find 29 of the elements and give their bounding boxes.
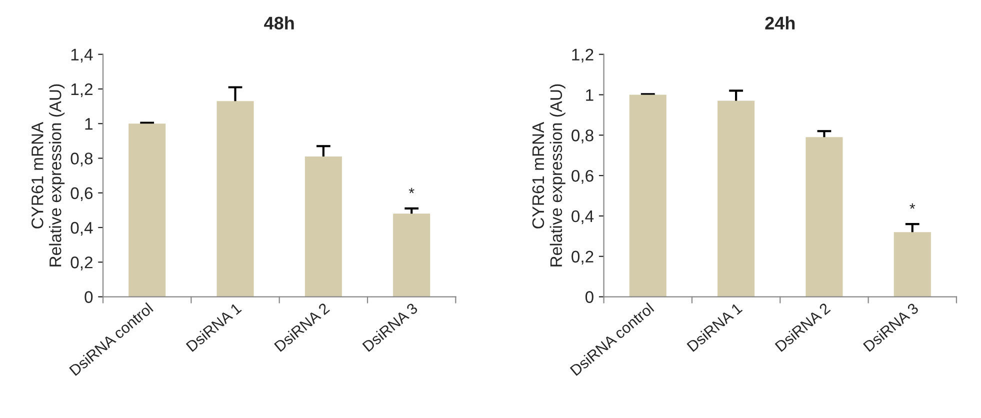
y-axis-title: CYR61 mRNA Relative expression (AU) [532, 84, 566, 266]
y-tick-label: 1 [586, 89, 594, 101]
chart-title: 24h [765, 16, 795, 30]
y-tick-label: 0,6 [572, 170, 594, 184]
bar [894, 232, 931, 297]
bar [718, 100, 755, 297]
bar [304, 156, 342, 297]
y-axis-title: CYR61 mRNA Relative expression (AU) [32, 84, 65, 266]
bar [393, 214, 430, 297]
y-tick-label: 0,4 [70, 222, 93, 236]
bar [806, 137, 843, 297]
y-tick-label: 0 [585, 291, 594, 303]
annotation: * [408, 188, 414, 194]
y-tick-label: 0,4 [572, 210, 594, 224]
y-tick-label: 1,2 [71, 83, 92, 98]
y-tick-label: 1 [85, 118, 92, 130]
y-tick-label: 1,4 [71, 48, 93, 63]
bar [216, 101, 254, 297]
y-tick-label: 0,8 [70, 152, 93, 166]
annotation: * [910, 203, 916, 209]
bar [629, 94, 666, 297]
y-tick-label: 0,6 [70, 187, 93, 202]
chart-title: 48h [264, 16, 294, 30]
y-tick-label: 0,2 [572, 250, 594, 265]
y-tick-label: 0,8 [572, 130, 594, 144]
bar [128, 124, 166, 297]
y-tick-label: 0,2 [70, 256, 92, 270]
y-tick-label: 1,2 [572, 48, 594, 63]
y-tick-label: 0 [84, 291, 93, 303]
